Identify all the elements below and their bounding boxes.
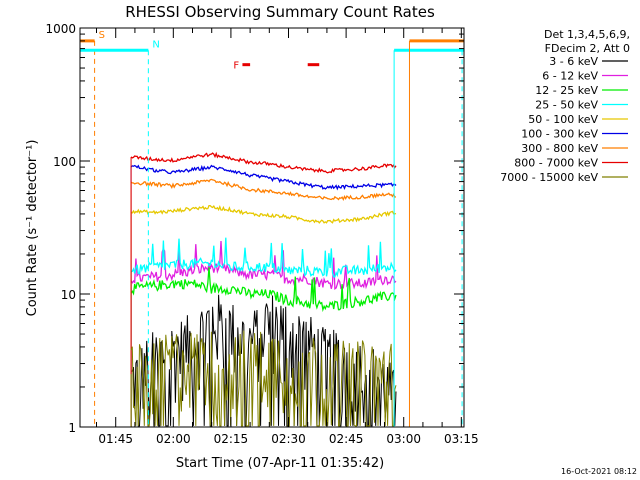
legend-label: 50 - 100 keV (528, 113, 598, 126)
series-line-300-800-kev (130, 178, 397, 202)
x-tick-label: 01:45 (98, 432, 133, 446)
legend-label: 12 - 25 keV (535, 84, 598, 97)
x-tick-label: 03:15 (444, 432, 479, 446)
y-tick-label: 1000 (45, 22, 76, 36)
y-tick-label: 10 (61, 288, 76, 302)
marker-label-f: F (233, 61, 239, 72)
chart-title: RHESSI Observing Summary Count Rates (125, 3, 435, 21)
x-axis-label: Start Time (07-Apr-11 01:35:42) (176, 456, 384, 471)
series-line-6-12-kev (130, 240, 397, 290)
plot-frame (79, 27, 465, 428)
x-tick-label: 02:00 (156, 432, 191, 446)
marker-label-s: S (99, 30, 105, 41)
y-tick-label: 100 (53, 155, 76, 169)
series-line-800-7000-kev (130, 151, 397, 174)
plot-area: S N F (79, 30, 464, 427)
series-line-12-25-kev (130, 267, 397, 313)
legend-label: 800 - 7000 keV (514, 157, 598, 170)
legend-label: 3 - 6 keV (549, 55, 598, 68)
y-tick-label: 1 (68, 421, 76, 435)
series-line-3-6-kev (131, 294, 397, 427)
legend-label: 7000 - 15000 keV (500, 171, 598, 184)
series-line-25-50-kev (130, 237, 397, 278)
series-line-100-300-kev (130, 164, 397, 191)
legend-label: 6 - 12 keV (542, 70, 598, 83)
legend-label: 25 - 50 keV (535, 99, 598, 112)
axes: 1 10 100 1000 01:45 02:00 02:15 02:30 02:45 03:00… (45, 22, 478, 446)
footer-timestamp: 16-Oct-2021 08:12 (561, 467, 637, 476)
marker-label-n: N (152, 39, 159, 50)
legend: Det 1,3,4,5,6,9,FDecim 2, Att 03 - 6 keV… (500, 28, 630, 184)
y-axis-label: Count Rate (s⁻¹ detector⁻¹) (25, 140, 40, 317)
x-tick-label: 02:15 (214, 432, 249, 446)
series-line-7000-15000-kev (130, 330, 397, 427)
x-tick-label: 02:45 (329, 432, 364, 446)
legend-header-line: Det 1,3,4,5,6,9, (544, 28, 630, 41)
x-tick-label: 02:30 (271, 432, 306, 446)
legend-label: 300 - 800 keV (521, 142, 598, 155)
series-line-50-100-kev (130, 204, 397, 224)
legend-label: 100 - 300 keV (521, 128, 598, 141)
legend-header-line: FDecim 2, Att 0 (545, 42, 630, 55)
x-tick-label: 03:00 (386, 432, 421, 446)
